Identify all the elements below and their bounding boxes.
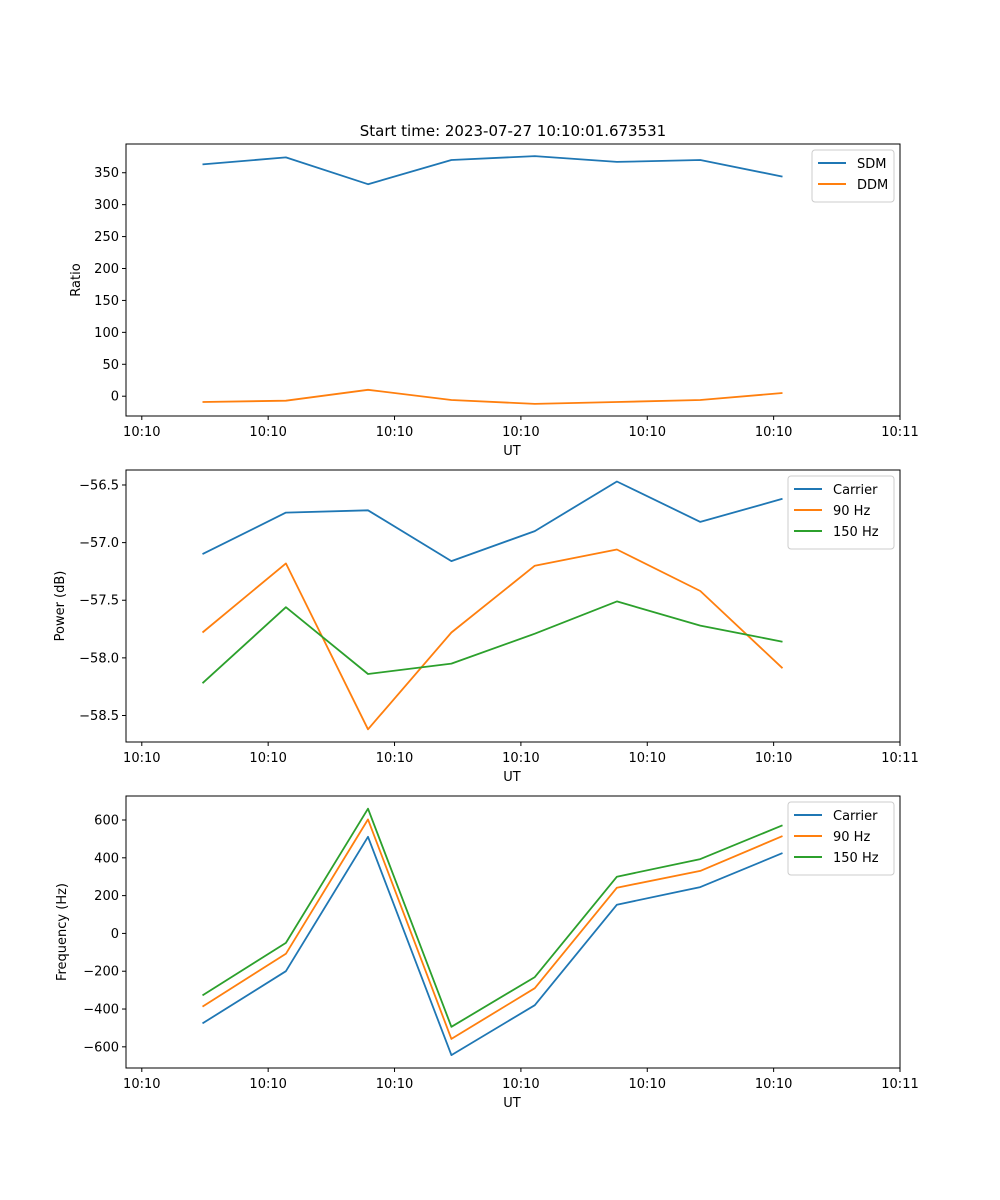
x-tick-label: 10:10 [502, 425, 539, 440]
series-line-ddm [202, 388, 783, 405]
figure-title: Start time: 2023-07-27 10:10:01.673531 [360, 122, 666, 140]
subplot-1: 10:10 10:10 10:10 10:10 10:10 10:10 10:11 UT 0 50… [69, 143, 919, 459]
x-tick-label: 10:10 [755, 425, 792, 440]
y-tick-label: 600 [94, 814, 119, 829]
y-tick-label: −57.0 [79, 536, 119, 551]
x-tick-label: 10:10 [123, 425, 160, 440]
axes-frame [125, 469, 901, 743]
subplot-2: 10:10 10:10 10:10 10:10 10:10 10:10 10:11 UT −58… [53, 469, 919, 785]
series-line-carrier [202, 835, 783, 1056]
x-axis-label: UT [503, 1096, 521, 1111]
legend-label: 90 Hz [833, 830, 870, 845]
y-tick-label: −58.0 [79, 651, 119, 666]
y-axis-label: Frequency (Hz) [55, 883, 70, 981]
legend-label: Carrier [833, 809, 878, 824]
x-tick-label: 10:10 [502, 1077, 539, 1092]
legend: Carrier 90 Hz 150 Hz [787, 801, 895, 876]
legend-label: Carrier [833, 483, 878, 498]
y-tick-label: 150 [94, 294, 119, 309]
series-line-carrier [202, 480, 783, 562]
x-tick-label: 10:11 [881, 751, 918, 766]
y-tick-label: −600 [83, 1040, 119, 1055]
y-tick-label: 400 [94, 851, 119, 866]
legend-label: DDM [857, 178, 888, 193]
subplot-3: 10:10 10:10 10:10 10:10 10:10 10:10 10:11 UT −60… [55, 795, 919, 1111]
series-line-90-hz [202, 818, 783, 1040]
x-tick-label: 10:10 [502, 751, 539, 766]
x-tick-label: 10:10 [123, 751, 160, 766]
legend: SDM DDM [811, 149, 895, 203]
y-axis-label: Ratio [69, 263, 84, 296]
x-tick-label: 10:10 [123, 1077, 160, 1092]
series-line-150-hz [201, 600, 783, 684]
x-tick-label: 10:10 [755, 1077, 792, 1092]
x-tick-label: 10:10 [376, 1077, 413, 1092]
x-tick-label: 10:10 [249, 1077, 286, 1092]
x-tick-label: 10:10 [755, 751, 792, 766]
legend-label: 90 Hz [833, 504, 870, 519]
x-tick-label: 10:10 [629, 425, 666, 440]
legend-label: 150 Hz [833, 851, 879, 866]
series-line-sdm [202, 155, 783, 186]
y-tick-label: 200 [94, 889, 119, 904]
x-tick-label: 10:10 [376, 425, 413, 440]
x-tick-label: 10:10 [249, 425, 286, 440]
x-tick-label: 10:11 [881, 1077, 918, 1092]
y-tick-label: 250 [94, 230, 119, 245]
y-tick-label: −400 [83, 1003, 119, 1018]
legend-label: SDM [857, 157, 886, 172]
x-axis-label: UT [503, 444, 521, 459]
x-tick-label: 10:10 [629, 1077, 666, 1092]
y-tick-label: 200 [94, 262, 119, 277]
series-line-90-hz [201, 548, 784, 731]
y-tick-label: 50 [102, 358, 119, 373]
y-tick-label: 100 [94, 326, 119, 341]
x-tick-label: 10:10 [376, 751, 413, 766]
legend: Carrier 90 Hz 150 Hz [787, 475, 895, 550]
x-tick-label: 10:10 [629, 751, 666, 766]
axes-frame [125, 795, 901, 1069]
x-axis-label: UT [503, 770, 521, 785]
y-tick-label: −57.5 [79, 594, 119, 609]
y-tick-label: −58.5 [79, 709, 119, 724]
y-tick-label: −56.5 [79, 478, 119, 493]
y-tick-label: 350 [94, 166, 119, 181]
y-tick-label: 0 [111, 927, 119, 942]
x-tick-label: 10:10 [249, 751, 286, 766]
y-tick-label: 0 [111, 390, 119, 405]
x-tick-label: 10:11 [881, 425, 918, 440]
axes-frame [125, 143, 901, 417]
y-axis-label: Power (dB) [53, 571, 68, 642]
series-line-150-hz [202, 807, 783, 1028]
y-tick-label: −200 [83, 965, 119, 980]
y-tick-label: 300 [94, 198, 119, 213]
legend-label: 150 Hz [833, 525, 879, 540]
